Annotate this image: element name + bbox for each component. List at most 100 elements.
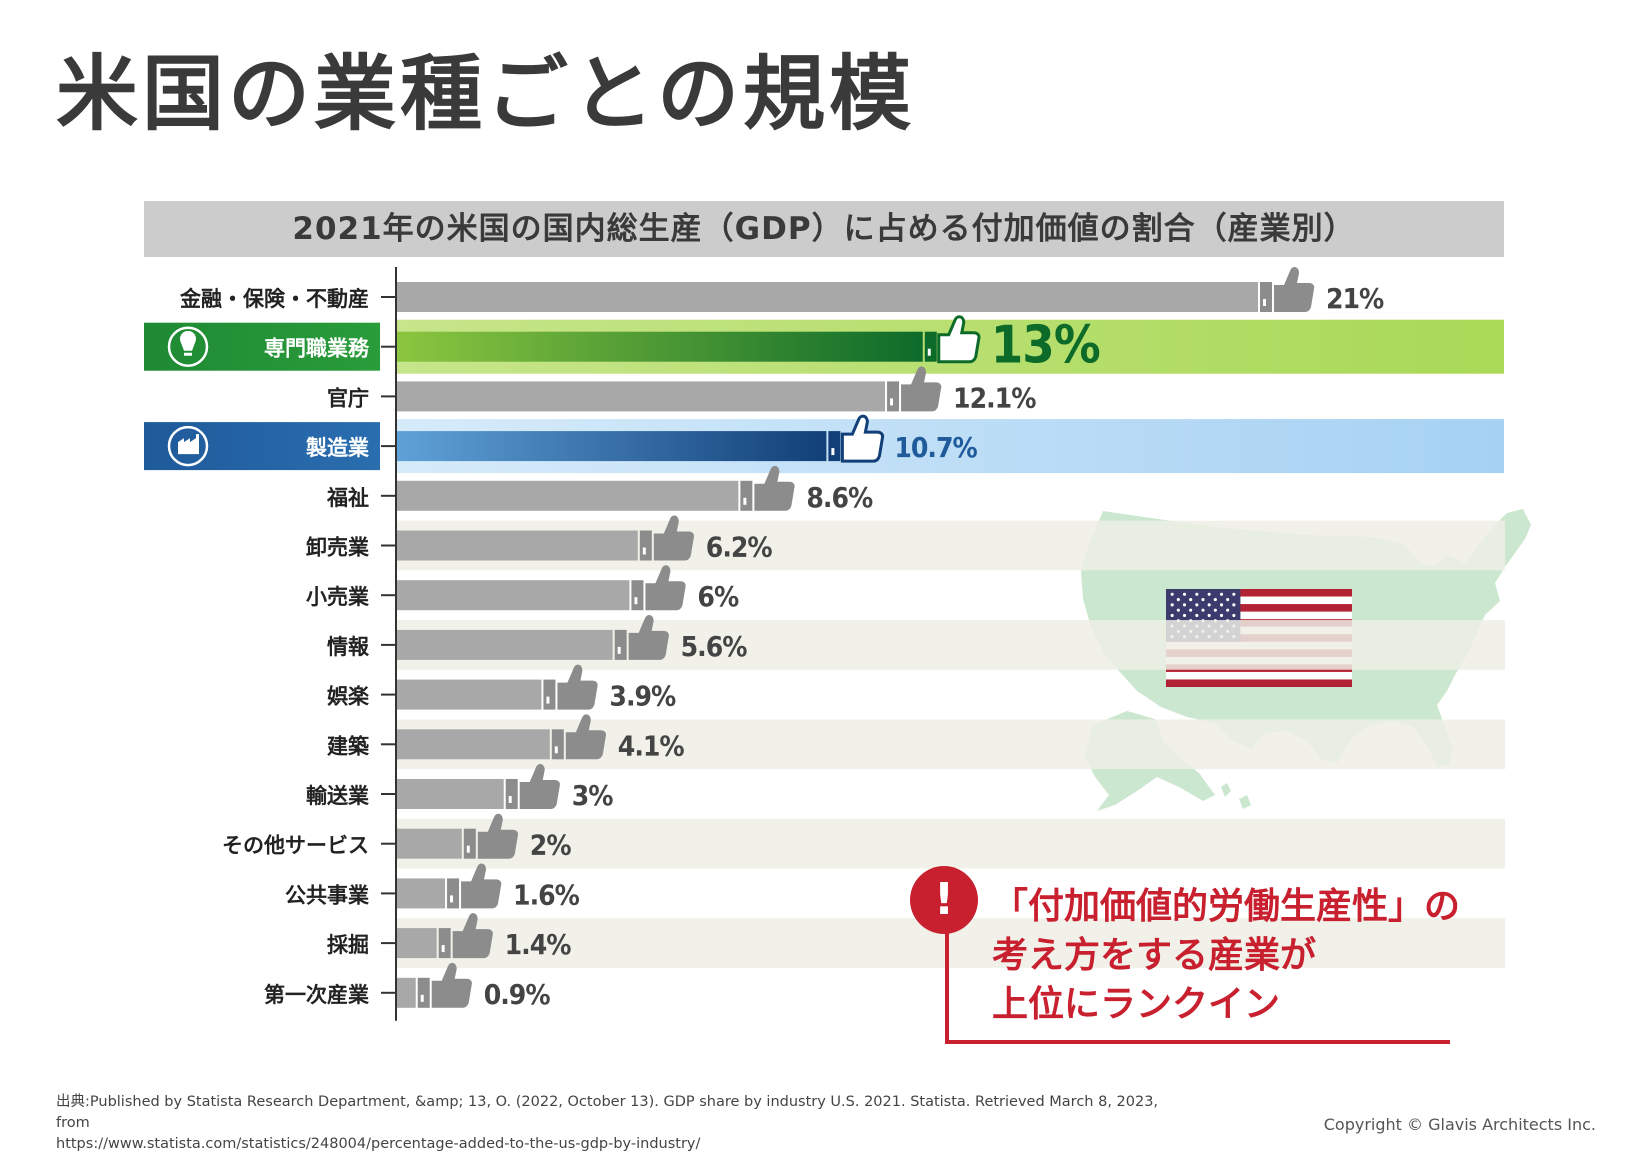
value-label: 21% (1326, 282, 1384, 315)
bar (396, 878, 446, 909)
value-label: 1.6% (513, 878, 580, 911)
bar-cuff (631, 580, 644, 611)
category-label: 福祉 (326, 486, 369, 510)
bar (396, 282, 1258, 312)
cuff-button (546, 696, 550, 704)
bar-cuff (614, 629, 627, 660)
bar (396, 977, 416, 1008)
bar (396, 679, 542, 710)
thumbs-up-icon (477, 813, 519, 859)
alert-icon: ! (910, 866, 978, 934)
cuff-button (743, 497, 747, 505)
row-stripe (397, 818, 1505, 869)
thumbs-up-icon (645, 565, 686, 611)
thumbs-up-icon (628, 614, 669, 660)
category-label: 情報 (327, 635, 370, 659)
value-label: 8.6% (806, 481, 873, 514)
category-label: 公共事業 (285, 883, 370, 907)
category-label: 製造業 (305, 436, 370, 460)
bar (396, 580, 630, 611)
category-label: 官庁 (327, 386, 369, 410)
category-label: 専門職業務 (264, 337, 370, 361)
category-label: 娯楽 (327, 685, 370, 709)
category-label: 第一次産業 (264, 983, 370, 1007)
value-label: 10.7% (894, 431, 977, 464)
factory-shape (178, 434, 199, 455)
bar (396, 828, 462, 859)
callout-base-line (945, 1040, 1450, 1044)
cuff-button (466, 845, 470, 853)
callout-line-2: 考え方をする産業が (992, 935, 1317, 976)
cuff-button (642, 547, 646, 555)
bar (396, 928, 437, 959)
category-label: 小売業 (306, 585, 370, 609)
bar-cuff (887, 381, 900, 412)
thumbs-up-icon (840, 414, 885, 463)
thumbs-up-icon (653, 515, 695, 561)
value-label: 0.9% (484, 978, 551, 1011)
bar-cuff (417, 977, 430, 1008)
bar (396, 530, 638, 561)
bar-cuff (463, 828, 476, 859)
thumbs-up-icon (519, 764, 560, 809)
thumbs-up-icon (937, 315, 981, 364)
bar (396, 729, 550, 760)
value-label: 2% (530, 829, 572, 862)
category-label: 金融・保険・不動産 (179, 287, 369, 311)
value-label: 3% (572, 779, 614, 812)
bar-cuff (438, 928, 451, 959)
cuff-button (450, 895, 454, 903)
lightbulb-shape (180, 330, 196, 356)
chart-title-bar: 2021年の米国の国内総生産（GDP）に占める付加価値の割合（産業別） (144, 201, 1504, 257)
cuff-button (554, 746, 558, 754)
callout-line-1: 「付加価値的労働生産性」の (992, 886, 1461, 927)
bar (396, 381, 886, 412)
category-label: 卸売業 (306, 536, 370, 560)
thumbs-up-icon (431, 962, 472, 1008)
bar-cuff (828, 431, 841, 462)
callout-text: 「付加価値的労働生産性」の 考え方をする産業が 上位にランクイン (992, 882, 1472, 1029)
factory-icon (167, 425, 209, 467)
cuff-button (634, 597, 638, 605)
value-label: 13% (991, 316, 1100, 376)
value-label: 4.1% (618, 729, 685, 762)
bar-cuff (740, 480, 753, 511)
thumbs-up-icon (754, 465, 795, 511)
bar (396, 629, 613, 660)
bar-cuff (543, 679, 556, 710)
category-label: その他サービス (222, 834, 369, 858)
cuff-button (831, 448, 835, 456)
bar-cuff (551, 729, 564, 760)
cuff-button (890, 398, 894, 406)
source-citation: 出典:Published by Statista Research Depart… (56, 1092, 1186, 1155)
bar (396, 431, 827, 462)
bar-cuff (639, 530, 652, 561)
thumbs-up-icon (1274, 267, 1315, 312)
thumbs-up-icon (461, 863, 502, 909)
source-line-1: 出典:Published by Statista Research Depart… (56, 1094, 1159, 1131)
cuff-button (617, 646, 621, 654)
bar-cuff (924, 331, 937, 362)
value-label: 3.9% (609, 680, 676, 713)
category-label: 建築 (327, 734, 370, 758)
bar (396, 480, 739, 511)
bar (396, 331, 923, 362)
value-label: 6% (697, 580, 739, 613)
callout-line (945, 912, 949, 1043)
value-label: 5.6% (681, 630, 748, 663)
value-label: 1.4% (505, 928, 572, 961)
source-line-2[interactable]: https://www.statista.com/statistics/2480… (56, 1136, 701, 1152)
thumbs-up-icon (565, 714, 607, 760)
callout-line-3: 上位にランクイン (992, 984, 1281, 1025)
bar-cuff (447, 878, 460, 909)
cuff-button (508, 796, 512, 803)
bar-cuff (505, 779, 518, 809)
lightbulb-icon (167, 326, 209, 367)
cuff-button (927, 348, 931, 356)
bar (396, 779, 504, 809)
page-title: 米国の業種ごとの規模 (56, 47, 916, 142)
bar-cuff (1260, 282, 1272, 312)
cuff-button (441, 945, 445, 953)
value-label: 12.1% (953, 381, 1036, 414)
